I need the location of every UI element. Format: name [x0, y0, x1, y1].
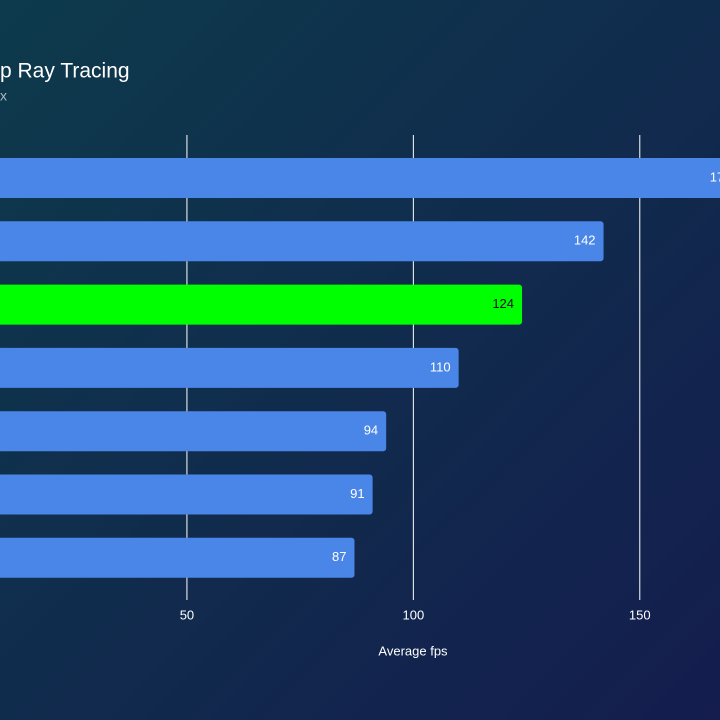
x-tick-label: 150 — [629, 607, 651, 622]
bar — [0, 221, 604, 262]
x-tick-label: 50 — [180, 607, 194, 622]
value-label: 172 — [710, 169, 720, 184]
value-label: 94 — [364, 423, 378, 438]
bar — [0, 474, 373, 515]
x-tick-label: 100 — [403, 607, 425, 622]
chart-title: p Ray Tracing — [0, 60, 130, 83]
bar — [0, 411, 387, 452]
value-label: 110 — [430, 359, 451, 374]
bar — [0, 537, 355, 578]
bar — [0, 158, 720, 198]
value-label: 142 — [574, 233, 596, 248]
bar — [0, 347, 459, 388]
value-label: 87 — [332, 549, 346, 564]
bar — [0, 284, 523, 325]
chart-subtitle: x — [0, 88, 7, 104]
value-label: 91 — [350, 486, 364, 501]
x-axis-label: Average fps — [378, 643, 448, 658]
value-label: 124 — [492, 296, 514, 311]
